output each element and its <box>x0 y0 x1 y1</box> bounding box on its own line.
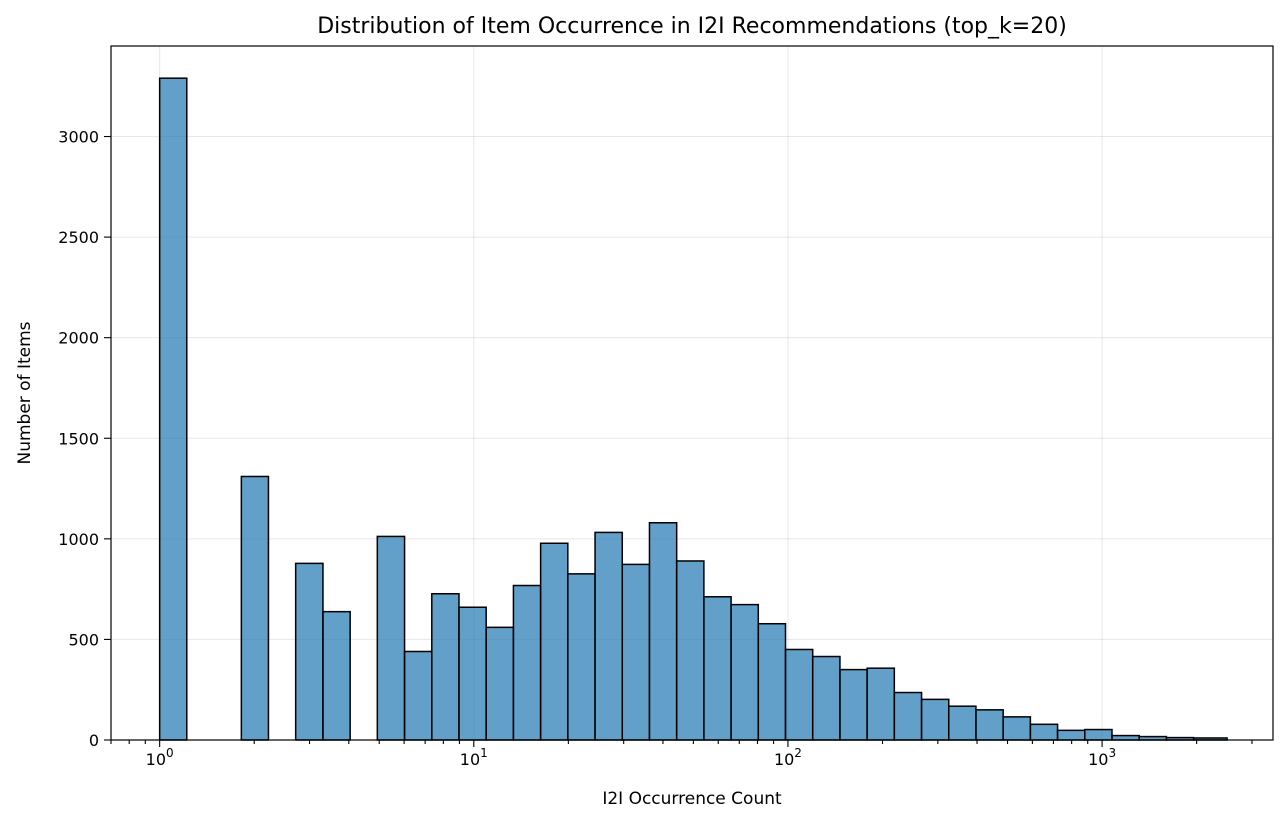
histogram-bar <box>512 584 542 741</box>
histogram-bar <box>1084 728 1113 741</box>
chart-title: Distribution of Item Occurrence in I2I R… <box>317 14 1067 39</box>
histogram-bar <box>403 650 433 741</box>
y-tick-label: 500 <box>68 630 99 649</box>
histogram-bar <box>757 622 787 741</box>
bars <box>158 77 1228 741</box>
histogram-bar <box>1111 734 1140 741</box>
histogram-bar <box>158 77 188 741</box>
histogram-bar <box>485 626 515 741</box>
x-tick-label: 101 <box>460 746 488 769</box>
x-axis-label: I2I Occurrence Count <box>602 789 782 809</box>
histogram-bar <box>431 593 460 741</box>
y-axis-ticks: 0 500 1000 1500 2000 2500 3000 <box>58 128 111 750</box>
histogram-bar <box>1029 723 1059 741</box>
y-tick-label: 2500 <box>58 228 99 247</box>
plot-frame <box>110 45 1274 741</box>
histogram-bar <box>594 531 624 741</box>
y-tick-label: 1000 <box>58 530 99 549</box>
histogram-bar <box>839 668 868 741</box>
histogram-bar <box>294 562 324 741</box>
histogram-bar <box>322 610 351 741</box>
y-tick-label: 1500 <box>58 429 99 448</box>
histogram-bar <box>730 603 760 741</box>
histogram-bar <box>947 705 977 741</box>
histogram-bar <box>920 698 950 741</box>
histogram-bar <box>539 542 569 741</box>
histogram-bar <box>703 596 732 741</box>
x-tick-label: 102 <box>774 746 802 769</box>
y-axis-label: Number of Items <box>15 321 35 464</box>
x-axis-ticks: 100 101 102 103 <box>110 740 1253 769</box>
y-tick-label: 2000 <box>58 329 99 348</box>
histogram-bar <box>240 475 270 741</box>
histogram-bar <box>458 606 487 741</box>
x-tick-label: 103 <box>1088 746 1116 769</box>
histogram-bar <box>621 563 651 741</box>
histogram-bar <box>675 560 705 741</box>
histogram-bar <box>811 655 841 741</box>
histogram-bar <box>376 535 406 741</box>
histogram-bar <box>893 691 923 741</box>
histogram-bar <box>866 667 896 741</box>
histogram-bar <box>648 521 678 741</box>
histogram-bar <box>784 648 814 741</box>
histogram-bar <box>567 573 596 741</box>
histogram-bar <box>1002 716 1032 741</box>
x-tick-label: 100 <box>146 746 174 769</box>
y-tick-label: 3000 <box>58 128 99 147</box>
histogram-bar <box>1056 729 1086 741</box>
histogram-bar <box>975 709 1004 741</box>
y-tick-label: 0 <box>89 731 99 750</box>
